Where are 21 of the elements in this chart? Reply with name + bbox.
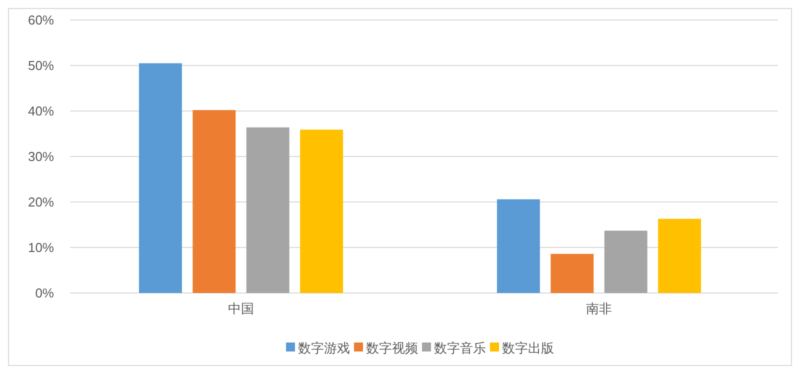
- bar: [496, 199, 540, 293]
- legend-label: 数字游戏: [298, 340, 350, 356]
- y-tick-label: 30%: [28, 149, 54, 164]
- legend-label: 数字出版: [502, 340, 554, 356]
- legend-label: 数字音乐: [434, 340, 486, 356]
- y-tick-label: 20%: [28, 194, 54, 210]
- bar: [192, 110, 236, 293]
- x-tick-label: 南非: [586, 301, 612, 316]
- bar: [246, 127, 290, 293]
- legend-label: 数字视频: [366, 340, 418, 356]
- bar: [138, 63, 182, 293]
- y-tick-label: 50%: [28, 58, 54, 74]
- bar: [604, 230, 648, 293]
- y-tick-label: 0%: [35, 286, 54, 301]
- bar: [550, 254, 594, 293]
- bar: [300, 130, 344, 293]
- y-tick-label: 10%: [28, 240, 54, 256]
- bar: [658, 218, 702, 293]
- y-tick-label: 60%: [28, 12, 54, 28]
- x-tick-label: 中国: [228, 301, 254, 316]
- y-tick-label: 40%: [28, 104, 54, 119]
